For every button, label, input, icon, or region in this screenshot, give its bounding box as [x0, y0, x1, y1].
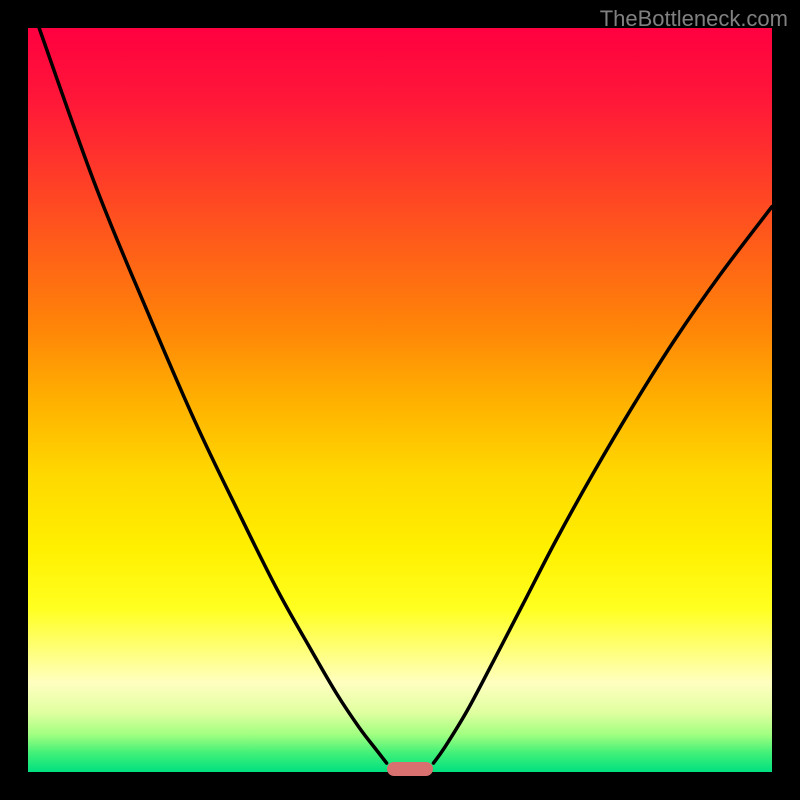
curve-left — [39, 28, 386, 763]
watermark-label: TheBottleneck.com — [600, 6, 788, 32]
plot-region — [0, 0, 800, 800]
curve-layer — [28, 28, 772, 772]
chart-container: TheBottleneck.com — [0, 0, 800, 800]
curve-right — [433, 207, 772, 764]
optimum-marker — [387, 762, 433, 775]
plot-area — [28, 28, 772, 772]
